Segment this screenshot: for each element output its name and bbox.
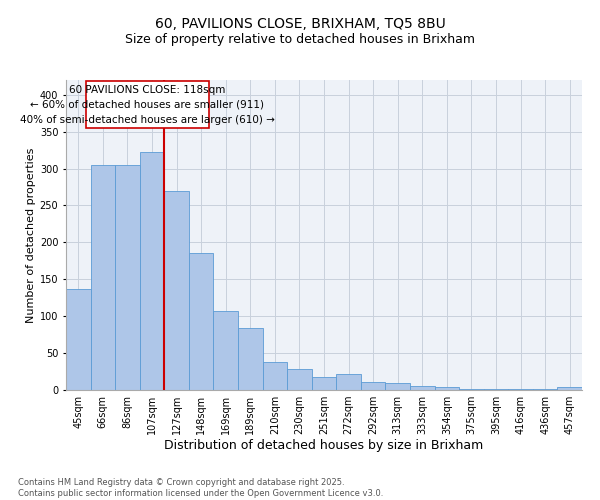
- X-axis label: Distribution of detached houses by size in Brixham: Distribution of detached houses by size …: [164, 438, 484, 452]
- FancyBboxPatch shape: [86, 82, 209, 128]
- Bar: [140, 152, 164, 390]
- Bar: [189, 254, 214, 390]
- Bar: [557, 387, 582, 390]
- Text: Size of property relative to detached houses in Brixham: Size of property relative to detached ho…: [125, 32, 475, 46]
- Bar: [385, 384, 410, 390]
- Text: 60, PAVILIONS CLOSE, BRIXHAM, TQ5 8BU: 60, PAVILIONS CLOSE, BRIXHAM, TQ5 8BU: [155, 18, 445, 32]
- Bar: [238, 328, 263, 390]
- Bar: [91, 165, 115, 390]
- Y-axis label: Number of detached properties: Number of detached properties: [26, 148, 35, 322]
- Bar: [214, 311, 238, 390]
- Bar: [115, 165, 140, 390]
- Bar: [287, 370, 312, 390]
- Bar: [410, 386, 434, 390]
- Bar: [164, 190, 189, 390]
- Bar: [361, 382, 385, 390]
- Bar: [263, 362, 287, 390]
- Text: 60 PAVILIONS CLOSE: 118sqm
← 60% of detached houses are smaller (911)
40% of sem: 60 PAVILIONS CLOSE: 118sqm ← 60% of deta…: [20, 85, 275, 124]
- Bar: [336, 374, 361, 390]
- Text: Contains HM Land Registry data © Crown copyright and database right 2025.
Contai: Contains HM Land Registry data © Crown c…: [18, 478, 383, 498]
- Bar: [434, 387, 459, 390]
- Bar: [66, 289, 91, 390]
- Bar: [312, 378, 336, 390]
